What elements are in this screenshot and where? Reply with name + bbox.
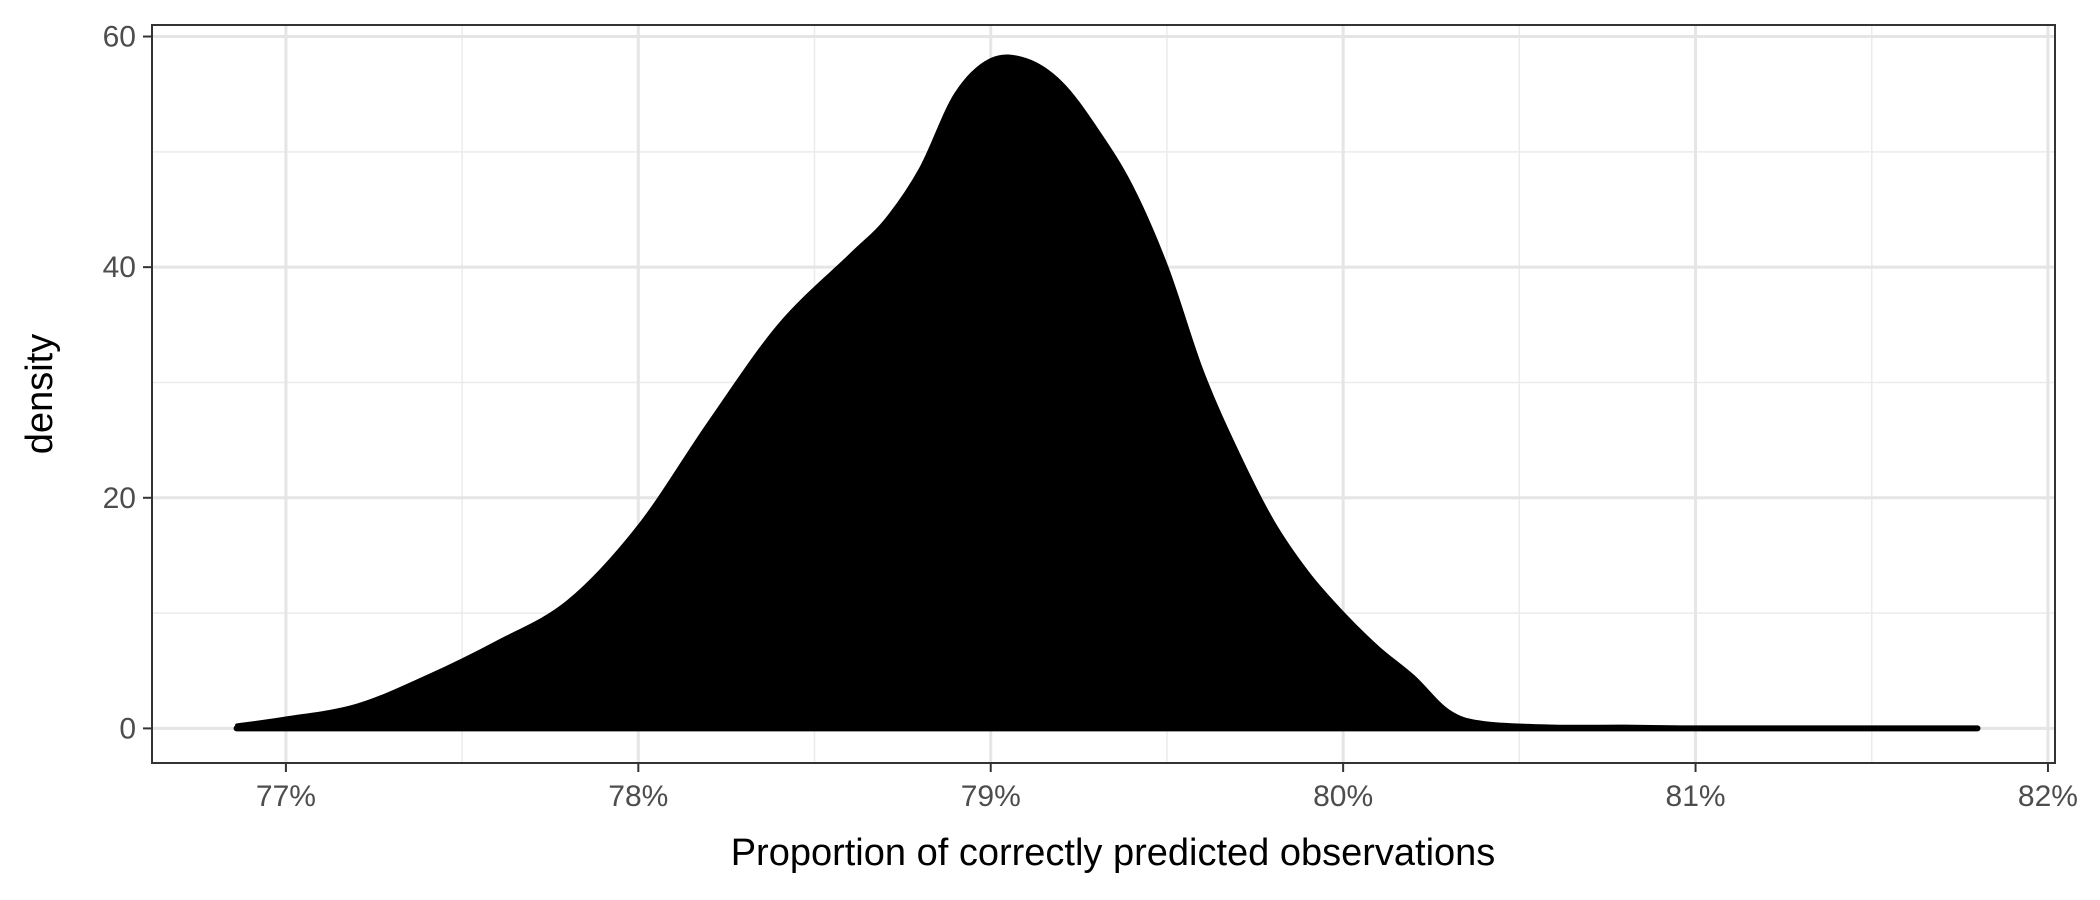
x-axis-title: Proportion of correctly predicted observ… [731, 832, 1496, 874]
x-tick-label: 77% [256, 780, 316, 813]
y-axis: 0 20 40 60 [103, 21, 152, 745]
x-tick-label: 81% [1666, 780, 1726, 813]
x-tick-label: 78% [608, 780, 668, 813]
density-area-layer [233, 54, 1981, 732]
y-axis-title: density [19, 334, 61, 454]
y-tick-label: 60 [103, 21, 136, 54]
x-axis: 77% 78% 79% 80% 81% 82% [256, 763, 2078, 813]
x-tick-label: 80% [1313, 780, 1373, 813]
panel-border [151, 24, 2056, 764]
x-tick-label: 79% [961, 780, 1021, 813]
y-tick-label: 40 [103, 251, 136, 284]
y-tick-label: 20 [103, 482, 136, 515]
x-tick-label: 82% [2018, 780, 2078, 813]
y-tick-label: 0 [119, 712, 136, 745]
